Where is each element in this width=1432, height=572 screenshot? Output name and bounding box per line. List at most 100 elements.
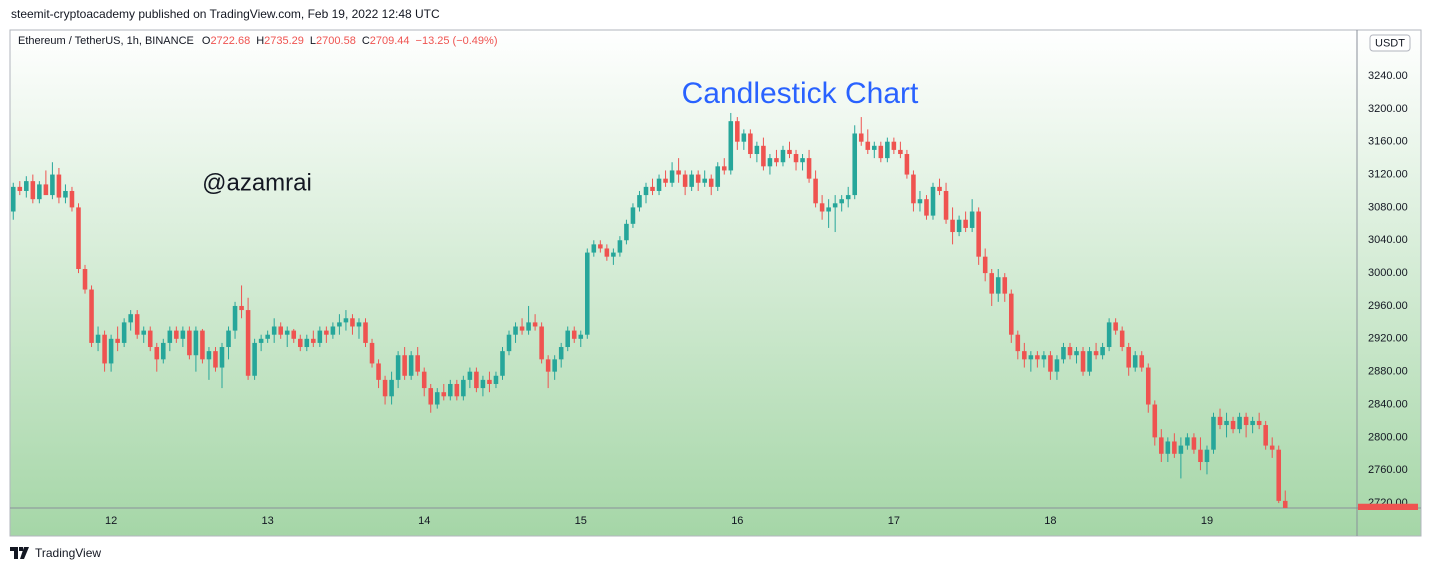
published-note: steemit-cryptoacademy published on Tradi… xyxy=(11,7,440,21)
candle-body xyxy=(630,207,636,224)
candle-body xyxy=(1035,355,1040,360)
candle-body xyxy=(598,244,603,249)
candle-body xyxy=(167,330,173,343)
candle-body xyxy=(872,145,877,150)
candle-body xyxy=(617,240,623,253)
candle-body xyxy=(69,190,75,208)
candle-body xyxy=(558,347,564,360)
candle-body xyxy=(924,199,929,216)
ohlc-field: C xyxy=(361,35,370,47)
candle-body xyxy=(545,359,551,372)
candle-body xyxy=(956,219,962,233)
x-tick-label: 12 xyxy=(105,515,117,527)
candle-body xyxy=(180,330,186,339)
candle-body xyxy=(1119,330,1125,348)
candle-body xyxy=(441,392,447,397)
candle-body xyxy=(1126,347,1131,368)
candle-body xyxy=(193,330,199,356)
candle-body xyxy=(356,322,362,327)
candle-body xyxy=(917,199,923,204)
candle-body xyxy=(265,334,270,339)
candle-body xyxy=(480,379,486,389)
ohlc-value: 2700.58 xyxy=(316,35,356,47)
candle-body xyxy=(461,379,466,397)
candle-body xyxy=(213,351,218,368)
chart: 2720.002760.002800.002840.002880.002920.… xyxy=(9,29,1422,537)
candle-body xyxy=(845,195,851,200)
candle-body xyxy=(95,334,101,343)
candle-body xyxy=(1165,441,1171,454)
candle-body xyxy=(539,326,544,360)
candle-body xyxy=(1022,351,1027,360)
candle-body xyxy=(232,305,238,331)
ohlc-value: 2735.29 xyxy=(264,35,304,47)
candle-body xyxy=(108,338,114,364)
candle-body xyxy=(30,181,36,200)
candle-body xyxy=(832,203,838,208)
footer: TradingView xyxy=(10,546,101,560)
candle-body xyxy=(382,379,388,397)
candle-body xyxy=(63,190,68,198)
candle-body xyxy=(1002,277,1008,294)
candle-body xyxy=(1080,351,1086,372)
candle-body xyxy=(115,338,120,343)
candle-body xyxy=(1204,449,1210,463)
brand-name: TradingView xyxy=(35,546,102,560)
candle-body xyxy=(56,174,62,198)
x-tick-label: 19 xyxy=(1201,515,1213,527)
candle-body xyxy=(271,326,277,335)
candle-body xyxy=(989,273,994,294)
candle-body xyxy=(161,342,166,360)
x-tick-label: 18 xyxy=(1044,515,1056,527)
candle-body xyxy=(297,338,303,348)
candle-body xyxy=(1041,355,1047,360)
y-tick-label: 3200.00 xyxy=(1368,103,1408,115)
chart-background xyxy=(9,29,1422,537)
candle-body xyxy=(1250,420,1255,426)
candle-body xyxy=(1015,334,1021,352)
candle-body xyxy=(1087,351,1092,372)
candle-body xyxy=(343,318,349,323)
y-tick-label: 3160.00 xyxy=(1368,136,1408,148)
y-tick-label: 2800.00 xyxy=(1368,431,1408,443)
candle-body xyxy=(774,158,779,163)
candle-body xyxy=(780,149,786,163)
candle-body xyxy=(1100,347,1105,356)
candle-body xyxy=(741,133,747,142)
candle-body xyxy=(1093,351,1099,356)
candle-body xyxy=(304,338,310,348)
last-price-badge xyxy=(1358,503,1418,510)
candle-body xyxy=(1152,404,1158,438)
candle-body xyxy=(969,211,975,228)
candle-body xyxy=(121,322,127,343)
candle-body xyxy=(1243,416,1249,426)
candle-body xyxy=(134,314,140,335)
candle-body xyxy=(637,195,642,208)
candle-body xyxy=(708,178,714,187)
candle-body xyxy=(682,174,688,187)
candle-body xyxy=(761,145,766,167)
candle-body xyxy=(128,314,133,323)
candle-body xyxy=(454,383,460,397)
candle-body xyxy=(1008,293,1014,335)
candle-body xyxy=(1230,420,1236,430)
candle-body xyxy=(1256,420,1262,426)
candle-body xyxy=(395,355,401,380)
candle-body xyxy=(728,121,734,171)
candle-body xyxy=(154,347,160,360)
candle-body xyxy=(748,133,753,155)
candle-body xyxy=(656,178,662,191)
candle-body xyxy=(474,371,479,389)
y-tick-label: 2760.00 xyxy=(1368,464,1408,476)
candle-body xyxy=(389,379,394,397)
candle-body xyxy=(943,190,949,220)
candle-body xyxy=(37,184,42,200)
candle-body xyxy=(865,141,871,150)
candle-body xyxy=(532,322,538,327)
candle-body xyxy=(571,330,577,339)
candle-body xyxy=(487,379,492,384)
candle-body xyxy=(10,186,16,212)
candle-body xyxy=(793,154,799,163)
candle-body xyxy=(839,199,844,204)
candle-body xyxy=(1028,355,1034,360)
